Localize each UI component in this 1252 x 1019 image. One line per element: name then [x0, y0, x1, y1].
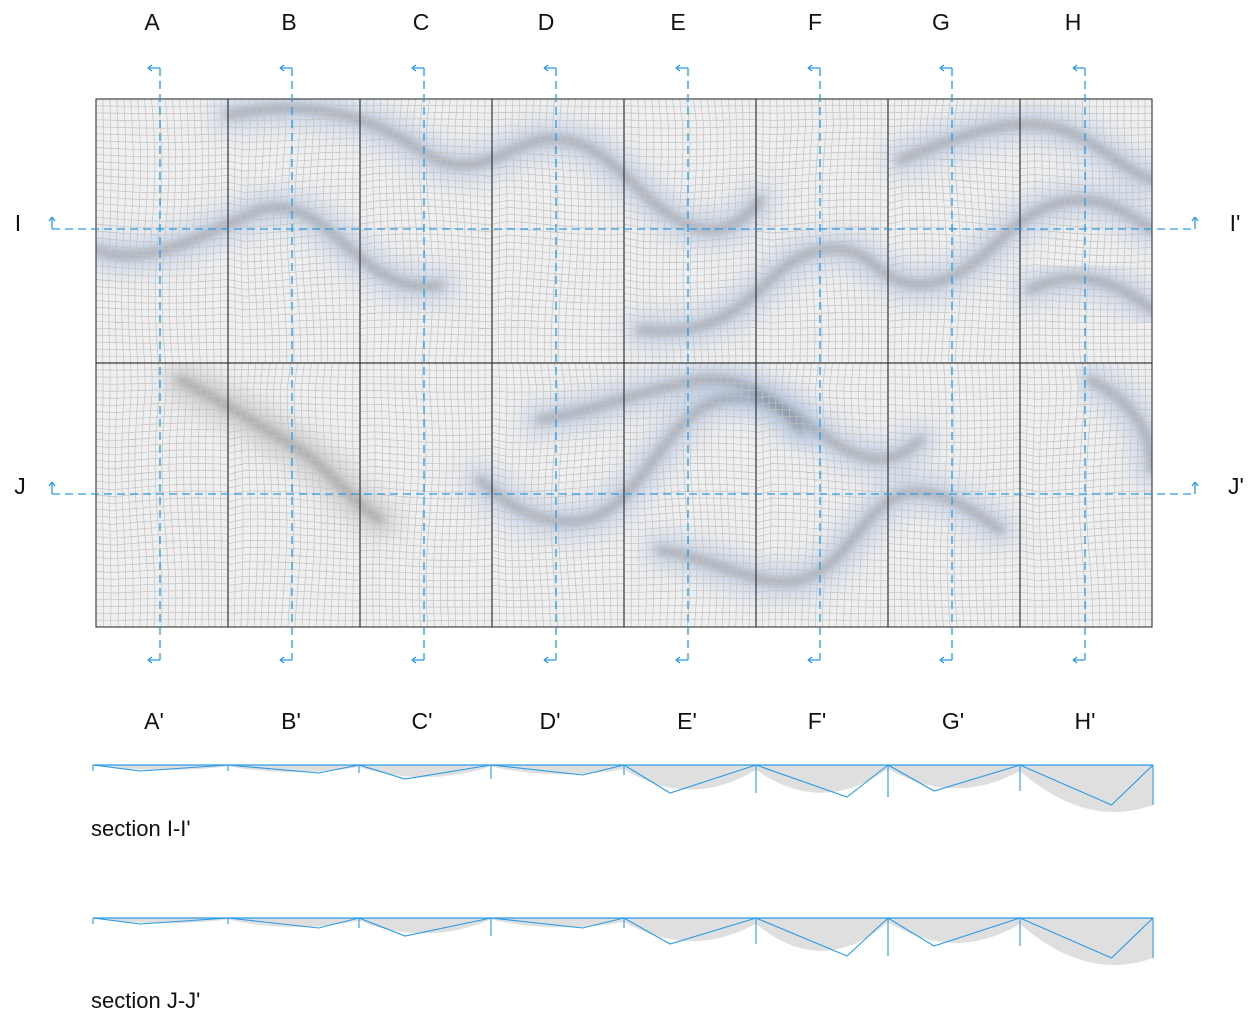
row-label-j: J [14, 473, 26, 499]
column-label-f-prime: F' [808, 708, 826, 734]
row-label-i: I [15, 210, 21, 236]
column-label-g: G [932, 9, 950, 35]
section-arrow-top-1 [279, 64, 292, 72]
section-arrow-bottom-6 [939, 656, 952, 664]
section-arrow-top-5 [807, 64, 820, 72]
profile-i-chevron-6 [887, 764, 1021, 792]
profile-j-chevron-3 [490, 917, 625, 929]
profile-i-chevron-7 [1019, 764, 1154, 806]
panel-mesh-1-4 [623, 362, 757, 628]
wave-bot-4 [655, 487, 1005, 587]
column-label-h-prime: H' [1074, 708, 1095, 734]
panel-borders [95, 98, 1153, 628]
column-label-a: A [144, 9, 160, 35]
panel-mesh-1-7 [1019, 362, 1153, 628]
panel-mesh-0-3 [491, 98, 625, 364]
wave-top-4 [895, 119, 1152, 185]
section-arrow-left-i [48, 216, 56, 229]
panel-mesh-1-6 [887, 362, 1021, 628]
section-arrow-top-2 [411, 64, 424, 72]
profile-i-chevron-3 [490, 764, 625, 776]
profile-j-chevron-1 [227, 917, 360, 929]
section-cut-lines [48, 64, 1199, 664]
profile-i-chevron-0 [92, 764, 229, 772]
panel-mesh-1-2 [359, 362, 493, 628]
section-arrow-bottom-1 [279, 656, 292, 664]
column-label-g-prime: G' [942, 708, 964, 734]
wave-top-2 [223, 103, 765, 235]
section-arrow-top-4 [675, 64, 688, 72]
profile-j-chevron-2 [358, 917, 492, 937]
profile-i-chevron-2 [358, 764, 492, 780]
panel-1-7 [1019, 362, 1153, 628]
section-arrow-bottom-2 [411, 656, 424, 664]
section-arrow-bottom-3 [543, 656, 556, 664]
profile-j-chevron-0 [92, 917, 229, 925]
top-row-wave-shading [96, 99, 1152, 348]
section-arrow-top-3 [543, 64, 556, 72]
section-caption-j: section J-J' [91, 988, 200, 1013]
row-labels: I I' J J' [14, 210, 1244, 499]
panel-mesh-1-3 [491, 362, 625, 628]
profile-i-chevron-5 [755, 764, 889, 798]
wave-bot-5 [1085, 375, 1152, 475]
section-arrow-bottom-4 [675, 656, 688, 664]
panel-mesh-grid [95, 98, 1153, 628]
panel-area [95, 98, 1153, 628]
panel-mesh-0-4 [623, 98, 757, 364]
section-arrow-bottom-7 [1072, 656, 1085, 664]
panel-mesh-1-0 [95, 362, 229, 628]
section-arrow-top-7 [1072, 64, 1085, 72]
profile-j-chevron-4 [623, 917, 757, 945]
profile-i-fill [93, 765, 1153, 813]
column-prime-labels: A' B' C' D' E' F' G' H' [144, 708, 1095, 734]
column-label-c: C [413, 9, 430, 35]
section-arrow-left-j [48, 481, 56, 494]
column-label-d: D [538, 9, 555, 35]
panel-mesh-0-6 [887, 98, 1021, 364]
column-label-a-prime: A' [144, 708, 164, 734]
column-label-h: H [1065, 9, 1082, 35]
section-arrow-bottom-0 [147, 656, 160, 664]
profile-j-fill [93, 918, 1153, 966]
column-label-b-prime: B' [281, 708, 301, 734]
column-label-b: B [281, 9, 296, 35]
panel-mesh-0-0 [95, 98, 229, 364]
column-label-c-prime: C' [411, 708, 432, 734]
row-label-i-prime: I' [1230, 210, 1241, 236]
profile-j-chevron-7 [1019, 917, 1154, 959]
section-caption-i: section I-I' [91, 816, 191, 841]
profile-j-chevron-6 [887, 917, 1021, 947]
wave-top-1 [96, 203, 445, 291]
column-labels: A B C D E F G H [144, 9, 1081, 35]
panel-mesh-0-1 [227, 98, 361, 364]
column-label-e: E [670, 9, 685, 35]
panel-mesh-1-1 [227, 362, 361, 628]
column-label-d-prime: D' [539, 708, 560, 734]
section-profile-i [92, 764, 1154, 813]
panel-mesh-0-2 [359, 98, 493, 364]
panel-mesh-0-7 [1019, 98, 1153, 364]
profile-j-chevron-5 [755, 917, 889, 957]
column-label-f: F [808, 9, 822, 35]
section-arrow-right-i [1191, 216, 1199, 229]
row-label-j-prime: J' [1228, 473, 1244, 499]
profile-i-chevron-1 [227, 764, 360, 774]
wave-top-5 [1025, 273, 1152, 315]
column-label-e-prime: E' [677, 708, 697, 734]
section-arrow-top-0 [147, 64, 160, 72]
wave-top-3 [635, 195, 1152, 336]
section-arrow-top-6 [939, 64, 952, 72]
section-profile-j [92, 917, 1154, 966]
profile-i-chevron-4 [623, 764, 757, 794]
section-arrow-right-j [1191, 481, 1199, 494]
section-arrow-bottom-5 [807, 656, 820, 664]
